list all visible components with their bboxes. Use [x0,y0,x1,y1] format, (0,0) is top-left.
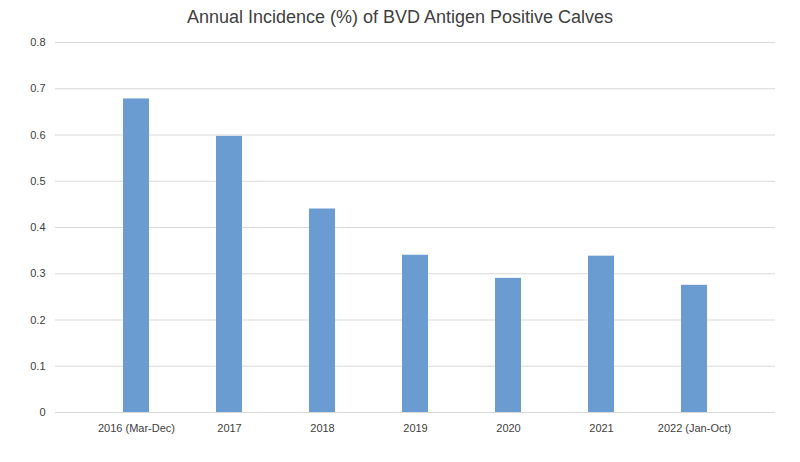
svg-text:2020: 2020 [496,422,520,434]
svg-text:0.2: 0.2 [30,314,45,326]
svg-text:0: 0 [39,406,45,418]
svg-text:2016 (Mar-Dec): 2016 (Mar-Dec) [98,422,175,434]
svg-text:2022 (Jan-Oct): 2022 (Jan-Oct) [658,422,731,434]
html-text:Annual Incidence (%) of BVD An: Annual Incidence (%) of BVD Antigen Posi… [186,7,614,27]
svg-text:0.4: 0.4 [30,221,45,233]
svg-text:0.3: 0.3 [30,267,45,279]
svg-text:0.1: 0.1 [30,360,45,372]
svg-text:0.7: 0.7 [30,82,45,94]
svg-text:0.8: 0.8 [30,36,45,48]
svg-text:0.6: 0.6 [30,129,45,141]
svg-text:0.5: 0.5 [30,175,45,187]
svg-text:2021: 2021 [589,422,613,434]
svg-text:2017: 2017 [217,422,241,434]
svg-text:2018: 2018 [310,422,334,434]
svg-text:2019: 2019 [403,422,427,434]
